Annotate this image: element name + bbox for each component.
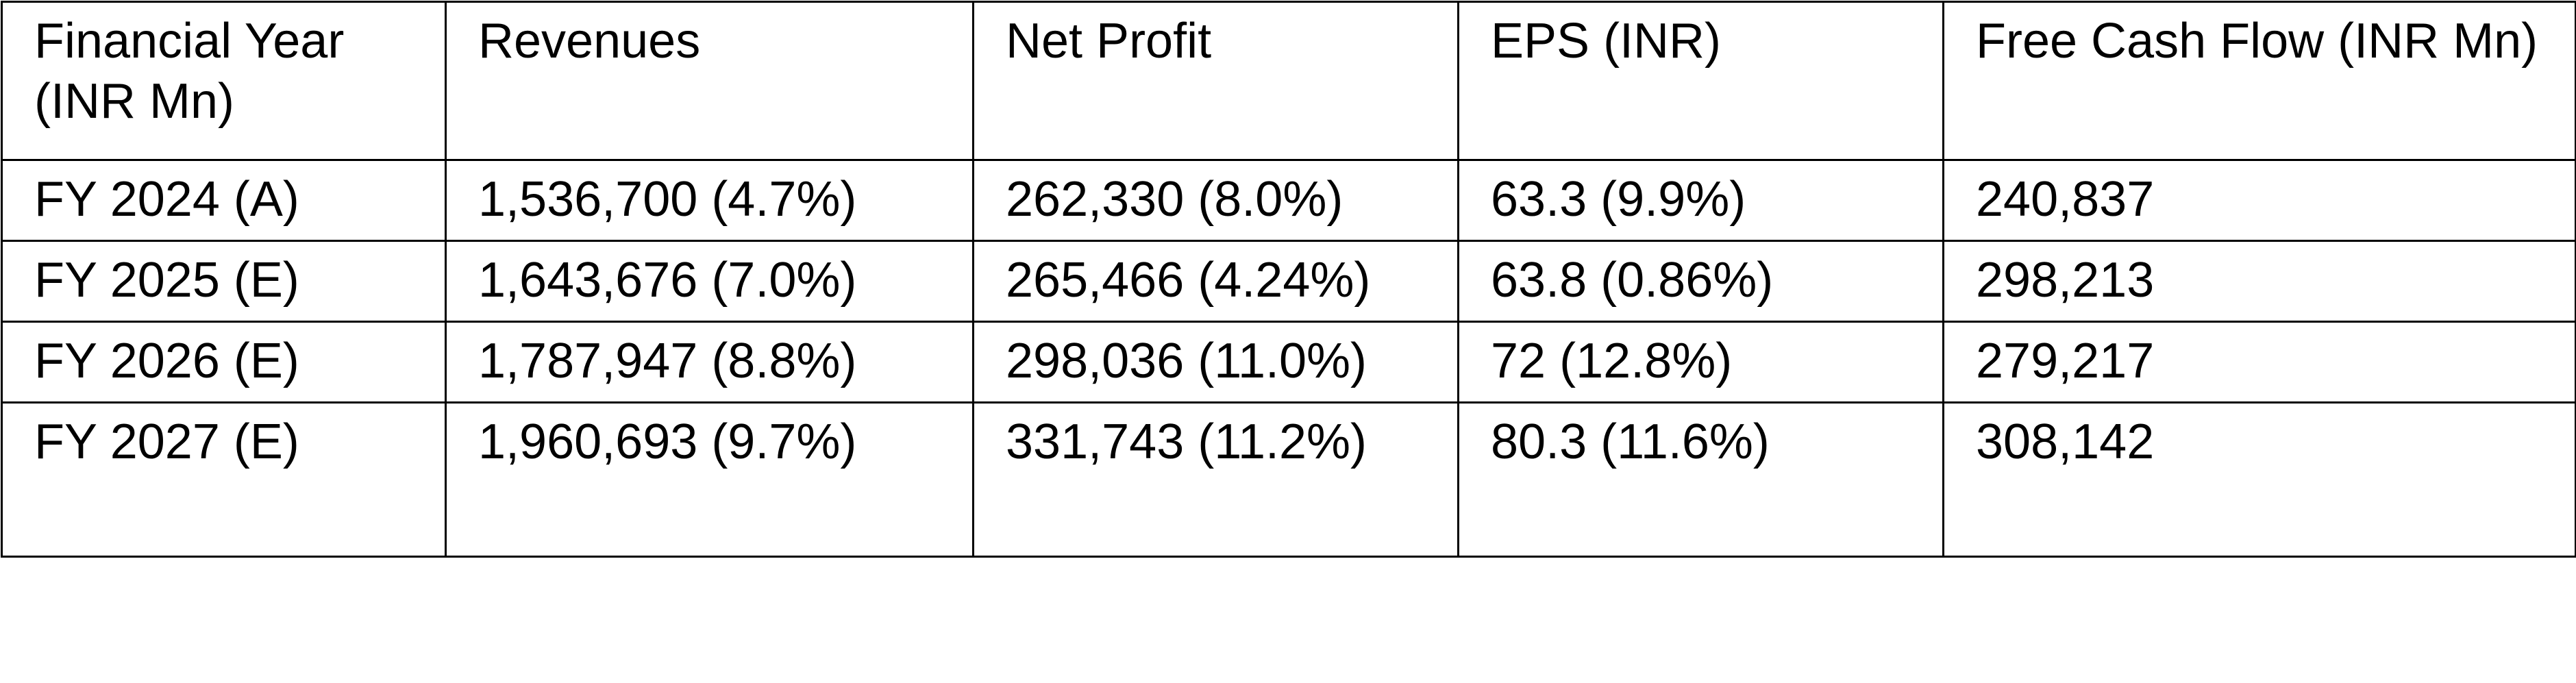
cell-revenues: 1,643,676 (7.0%) [445,240,974,323]
header-revenues: Revenues [445,1,974,161]
cell-eps: 63.8 (0.86%) [1457,240,1944,323]
cell-eps: 80.3 (11.6%) [1457,401,1944,558]
header-financial-year: Financial Year (INR Mn) [1,1,447,161]
financial-summary-table: Financial Year (INR Mn) Revenues Net Pro… [1,1,2576,558]
cell-revenues: 1,536,700 (4.7%) [445,159,974,242]
cell-net-profit: 265,466 (4.24%) [972,240,1459,323]
table-row: FY 2026 (E) 1,787,947 (8.8%) 298,036 (11… [1,321,2576,403]
cell-net-profit: 262,330 (8.0%) [972,159,1459,242]
cell-revenues: 1,960,693 (9.7%) [445,401,974,558]
cell-free-cash-flow: 240,837 [1942,159,2576,242]
table-row: FY 2024 (A) 1,536,700 (4.7%) 262,330 (8.… [1,159,2576,242]
cell-free-cash-flow: 308,142 [1942,401,2576,558]
cell-financial-year: FY 2024 (A) [1,159,447,242]
cell-financial-year: FY 2025 (E) [1,240,447,323]
cell-revenues: 1,787,947 (8.8%) [445,321,974,403]
header-eps: EPS (INR) [1457,1,1944,161]
cell-eps: 63.3 (9.9%) [1457,159,1944,242]
cell-financial-year: FY 2026 (E) [1,321,447,403]
header-net-profit: Net Profit [972,1,1459,161]
cell-free-cash-flow: 298,213 [1942,240,2576,323]
header-free-cash-flow: Free Cash Flow (INR Mn) [1942,1,2576,161]
table-row: FY 2025 (E) 1,643,676 (7.0%) 265,466 (4.… [1,240,2576,323]
cell-net-profit: 298,036 (11.0%) [972,321,1459,403]
header-row: Financial Year (INR Mn) Revenues Net Pro… [1,1,2576,161]
cell-eps: 72 (12.8%) [1457,321,1944,403]
cell-financial-year: FY 2027 (E) [1,401,447,558]
cell-free-cash-flow: 279,217 [1942,321,2576,403]
cell-net-profit: 331,743 (11.2%) [972,401,1459,558]
table-row: FY 2027 (E) 1,960,693 (9.7%) 331,743 (11… [1,401,2576,558]
